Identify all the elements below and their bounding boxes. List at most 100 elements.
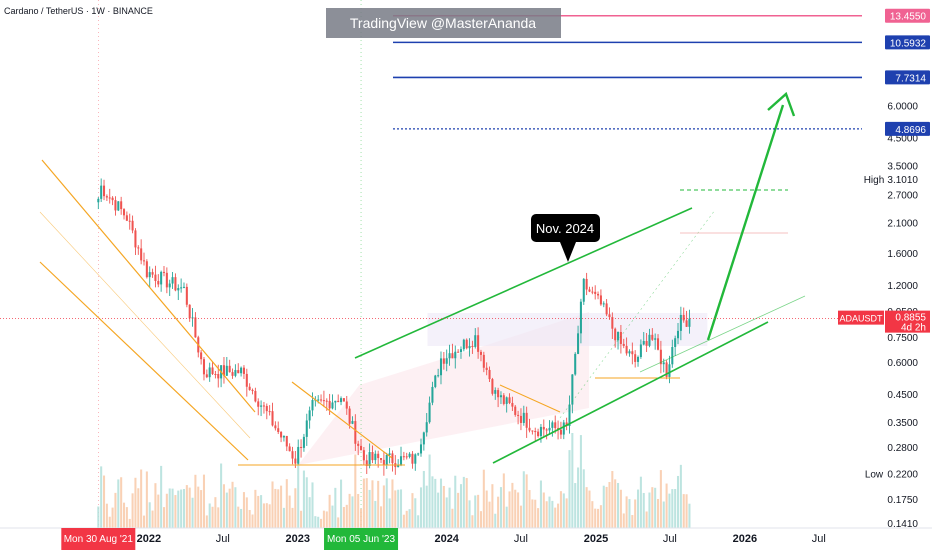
volume-bar — [137, 488, 140, 528]
candle-body — [425, 422, 428, 433]
volume-bar — [385, 478, 388, 528]
volume-bar — [151, 510, 154, 528]
volume-bar — [262, 503, 265, 528]
volume-bar — [174, 495, 177, 528]
volume-bar — [519, 505, 522, 528]
candle-body — [125, 215, 128, 221]
volume-bar — [479, 511, 483, 528]
candle-body — [568, 404, 571, 427]
candle-body — [328, 400, 331, 409]
price-axis[interactable]: 6.0000 4.5000 3.5000 2.7000 2.1000 1.6000 1.20… — [838, 0, 932, 550]
volume-bar — [211, 506, 214, 528]
callout-box — [531, 214, 600, 242]
candle-body — [185, 286, 188, 305]
candle-body — [631, 351, 634, 355]
candle-body — [522, 412, 525, 423]
candle-body — [579, 301, 582, 334]
price-tick-label: 6.0000 — [887, 102, 918, 113]
candle-body — [242, 367, 245, 374]
time-highlight-tag — [324, 528, 399, 550]
volume-bar — [231, 481, 234, 528]
candle-body — [334, 400, 337, 403]
volume-bar — [142, 515, 146, 528]
candle-body — [280, 431, 283, 438]
candle-body — [465, 339, 468, 349]
volume-bar — [334, 487, 337, 528]
volume-bar — [628, 499, 631, 528]
volume-bar — [134, 477, 137, 528]
time-tick-label: 2026 — [733, 533, 757, 545]
volume-bar — [462, 476, 465, 528]
volume-bar — [494, 513, 497, 528]
candle-body — [308, 410, 311, 421]
price-tick-label: 0.6000 — [887, 358, 918, 369]
candle-body — [554, 422, 557, 429]
candle-body — [454, 351, 457, 359]
candle-body — [417, 453, 420, 455]
volume-bar — [537, 508, 540, 528]
candle-body — [531, 430, 534, 432]
arrow-head — [767, 91, 796, 117]
candle-body — [611, 317, 614, 329]
candle-body — [351, 421, 354, 424]
candle-body — [254, 390, 257, 402]
candle-body — [360, 445, 363, 451]
volume-bar — [585, 487, 588, 528]
volume-bar — [579, 435, 582, 528]
volume-bar — [285, 479, 288, 528]
volume-bar — [394, 490, 397, 528]
volume-bar — [602, 485, 605, 528]
price-tick-label: 0.1410 — [887, 519, 918, 530]
candle-body — [291, 451, 294, 459]
volume-bar — [405, 510, 408, 528]
candle-body — [508, 397, 511, 403]
volume-bar — [222, 484, 225, 528]
candle-body — [439, 358, 443, 376]
price-tick-label: 1.6000 — [887, 249, 918, 260]
candle-body — [168, 283, 171, 288]
volume-bar — [314, 516, 317, 528]
candle-body — [288, 446, 291, 452]
range-shade — [298, 312, 590, 465]
candle-body — [248, 386, 251, 390]
volume-bar — [388, 498, 391, 528]
candle-body — [354, 421, 357, 444]
volume-bar — [662, 501, 665, 528]
target-price-tag — [885, 8, 930, 23]
candle-body — [665, 362, 668, 377]
volume-bar — [439, 478, 443, 528]
volume-bar — [214, 497, 217, 528]
volume-bar — [656, 498, 660, 528]
candle-body — [397, 464, 400, 468]
candle-body — [528, 427, 531, 431]
volume-bar — [594, 508, 597, 528]
candle-body — [108, 197, 111, 199]
candle-body — [597, 293, 600, 296]
candle-body — [428, 402, 431, 423]
time-axis[interactable]: 2022Jul2023Jul2024Jul2025Jul2026JulMon 3… — [0, 527, 932, 550]
candle-body — [519, 415, 522, 423]
candle-body — [385, 454, 388, 466]
candle-body — [474, 335, 477, 347]
volume-bar — [260, 495, 263, 528]
candle-body — [122, 209, 126, 216]
drawing-shapes-back — [298, 312, 708, 465]
trend-line — [291, 381, 393, 459]
volume-bar — [499, 487, 502, 528]
candle-body — [114, 200, 117, 211]
candle-body — [471, 346, 474, 348]
candle-body — [151, 272, 154, 275]
volume-bar — [345, 504, 348, 528]
candle-body — [268, 411, 271, 413]
candle-body — [368, 452, 371, 466]
volume-bar — [599, 505, 602, 528]
volume-bar — [220, 463, 223, 528]
volume-bar — [311, 482, 314, 528]
volume-bar — [105, 503, 108, 528]
volume-bar — [548, 496, 551, 528]
high-value: 3.1010 — [887, 175, 918, 186]
candle-body — [676, 330, 680, 339]
volume-bar — [208, 503, 211, 528]
candle-body — [542, 426, 545, 430]
